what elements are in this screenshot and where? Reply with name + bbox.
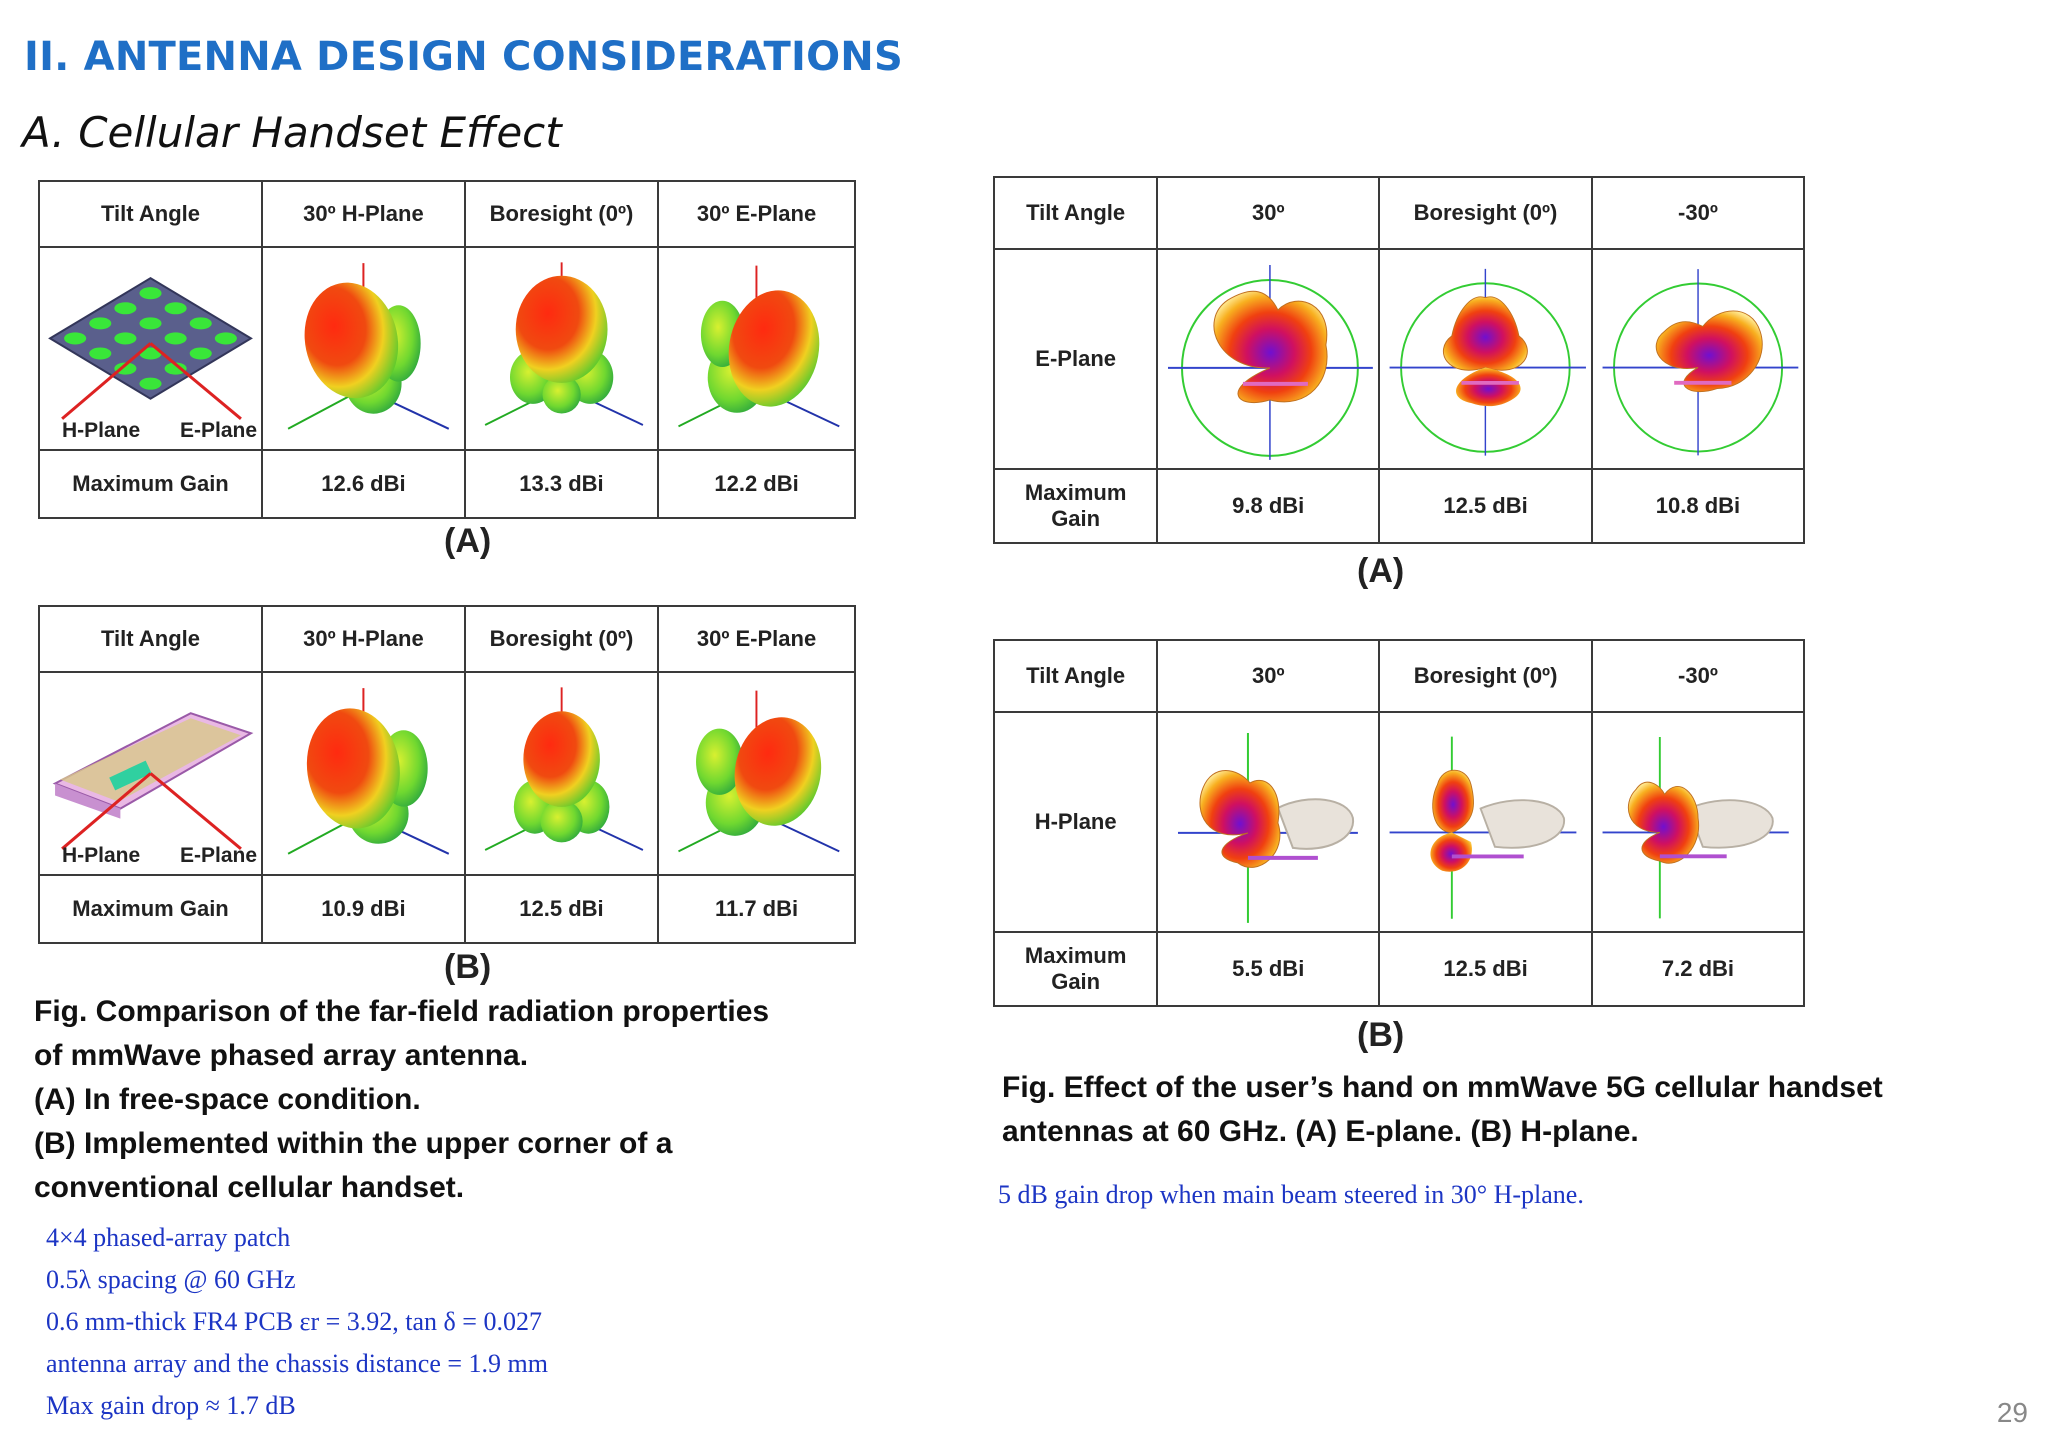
gain-value: 11.7 dBi	[657, 873, 856, 944]
header-cell: Boresight (0º)	[1378, 639, 1593, 713]
gain-value: 12.6 dBi	[261, 448, 466, 519]
gain-label-cell: Maximum Gain	[37, 448, 264, 519]
gain-label-cell: Maximum Gain	[37, 873, 264, 944]
gain-label-line: Gain	[1051, 968, 1101, 994]
polar-pattern-boresight-with-hand	[1378, 711, 1593, 933]
handset-image-cell: H-Plane E-Plane	[37, 671, 264, 876]
header-cell: Tilt Angle	[37, 605, 264, 673]
polar-pattern-minus-30	[1590, 248, 1806, 470]
header-cell: 30º E-Plane	[657, 605, 856, 673]
header-cell: 30º E-Plane	[657, 180, 856, 248]
gain-value: 7.2 dBi	[1590, 930, 1806, 1007]
header-cell: Tilt Angle	[992, 176, 1159, 250]
header-cell: Boresight (0º)	[463, 605, 660, 673]
header-cell: Tilt Angle	[992, 639, 1159, 713]
header-cell: Boresight (0º)	[463, 180, 660, 248]
gain-label-cell: Maximum Gain	[992, 930, 1159, 1007]
h-plane-label: H-Plane	[62, 843, 141, 867]
gain-drop-note: 5 dB gain drop when main beam steered in…	[998, 1180, 1584, 1209]
left-table-b-caption: (B)	[444, 948, 492, 986]
right-table-a-caption: (A)	[1357, 552, 1405, 590]
gain-value: 10.9 dBi	[261, 873, 466, 944]
caption-line: conventional cellular handset.	[34, 1171, 465, 1204]
header-cell: -30º	[1590, 176, 1806, 250]
caption-line: antennas at 60 GHz. (A) E-plane. (B) H-p…	[1002, 1115, 1639, 1148]
right-figure-caption: Fig. Effect of the user’s hand on mmWave…	[1002, 1066, 1883, 1154]
header-cell: 30º	[1156, 639, 1381, 713]
caption-line: of mmWave phased array antenna.	[34, 1039, 529, 1072]
design-notes: 4×4 phased-array patch 0.5λ spacing @ 60…	[46, 1217, 548, 1427]
left-table-a: Tilt Angle 30º H-Plane Boresight (0º) 30…	[37, 180, 856, 519]
polar-pattern-30	[1156, 248, 1381, 470]
note-line: 0.6 mm-thick FR4 PCB εr = 3.92, tan δ = …	[46, 1307, 542, 1336]
caption-line: Fig. Effect of the user’s hand on mmWave…	[1002, 1071, 1883, 1104]
header-cell: 30º H-Plane	[261, 605, 466, 673]
gain-label-line: Maximum	[1024, 942, 1127, 968]
right-table-b: Tilt Angle 30º Boresight (0º) -30º H-Pla…	[992, 639, 1806, 1007]
header-cell: Tilt Angle	[37, 180, 264, 248]
header-cell: Boresight (0º)	[1378, 176, 1593, 250]
pattern-3d-h-plane	[261, 671, 466, 876]
gain-value: 10.8 dBi	[1590, 467, 1806, 544]
gain-value: 12.5 dBi	[1378, 930, 1593, 1007]
h-plane-label: H-Plane	[62, 418, 141, 442]
left-figure-caption: Fig. Comparison of the far-field radiati…	[34, 990, 769, 1210]
slide-title: II. ANTENNA DESIGN CONSIDERATIONS	[24, 34, 903, 80]
gain-label-line: Maximum	[1024, 479, 1127, 505]
gain-label-cell: Maximum Gain	[992, 467, 1159, 544]
left-table-b: Tilt Angle 30º H-Plane Boresight (0º) 30…	[37, 605, 856, 944]
note-line: 0.5λ spacing @ 60 GHz	[46, 1265, 296, 1294]
note-line: 4×4 phased-array patch	[46, 1223, 291, 1252]
caption-line: (A) In free-space condition.	[34, 1083, 421, 1116]
row-label: E-Plane	[992, 248, 1159, 470]
page-number: 29	[1996, 1397, 2028, 1428]
array-image-cell: H-Plane E-Plane	[37, 246, 264, 451]
polar-pattern-minus-30-with-hand	[1590, 711, 1806, 933]
pattern-3d-h-plane	[261, 246, 466, 451]
gain-value: 5.5 dBi	[1156, 930, 1381, 1007]
left-table-a-caption: (A)	[444, 522, 492, 560]
pattern-3d-e-plane	[657, 671, 856, 876]
gain-value: 13.3 dBi	[463, 448, 660, 519]
row-label: H-Plane	[992, 711, 1159, 933]
gain-value: 12.5 dBi	[463, 873, 660, 944]
header-cell: 30º	[1156, 176, 1381, 250]
header-cell: 30º H-Plane	[261, 180, 466, 248]
header-cell: -30º	[1590, 639, 1806, 713]
caption-line: Fig. Comparison of the far-field radiati…	[34, 995, 770, 1028]
patch-array-illustration	[48, 276, 253, 420]
polar-pattern-boresight	[1378, 248, 1593, 470]
pattern-3d-boresight	[463, 246, 660, 451]
note-line: antenna array and the chassis distance =…	[46, 1349, 548, 1378]
right-table-a: Tilt Angle 30º Boresight (0º) -30º E-Pla…	[992, 176, 1806, 544]
gain-value: 9.8 dBi	[1156, 467, 1381, 544]
caption-line: (B) Implemented within the upper corner …	[34, 1127, 673, 1160]
pattern-3d-boresight	[463, 671, 660, 876]
gain-value: 12.2 dBi	[657, 448, 856, 519]
polar-pattern-30-with-hand	[1156, 711, 1381, 933]
right-table-b-caption: (B)	[1357, 1016, 1405, 1054]
e-plane-label: E-Plane	[179, 843, 258, 867]
slide-subtitle: A. Cellular Handset Effect	[22, 108, 562, 157]
gain-label-line: Gain	[1051, 505, 1101, 531]
note-line: Max gain drop ≈ 1.7 dB	[46, 1391, 296, 1420]
e-plane-label: E-Plane	[179, 418, 258, 442]
gain-value: 12.5 dBi	[1378, 467, 1593, 544]
handset-illustration	[52, 712, 254, 850]
pattern-3d-e-plane	[657, 246, 856, 451]
